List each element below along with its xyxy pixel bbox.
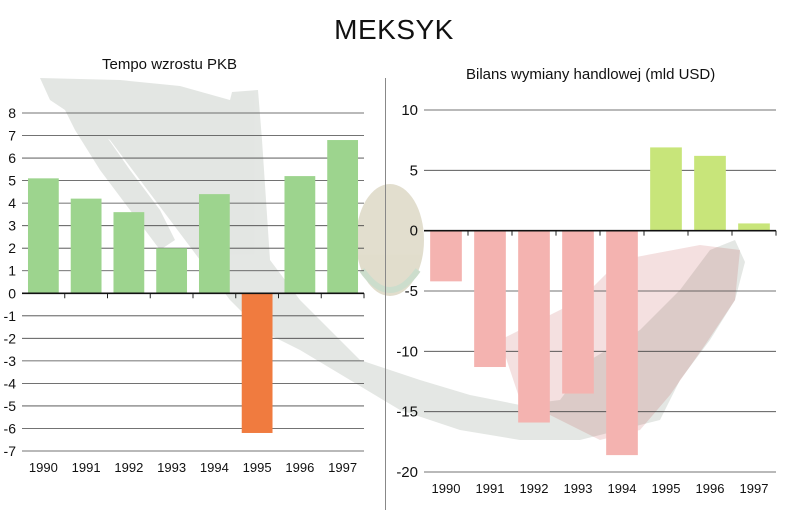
x-tick-label: 1997	[740, 481, 769, 496]
x-tick-label: 1996	[285, 460, 314, 475]
chart-divider	[385, 78, 386, 510]
y-tick-label: -5	[4, 398, 17, 414]
bar-1993	[156, 248, 188, 294]
bar-1992	[113, 212, 145, 294]
x-tick-label: 1991	[476, 481, 505, 496]
y-tick-label: 3	[8, 218, 16, 234]
y-tick-label: 1	[8, 263, 16, 279]
y-tick-label: -10	[396, 343, 418, 360]
y-tick-label: 5	[8, 173, 16, 189]
y-tick-label: 7	[8, 128, 16, 144]
y-tick-label: 0	[410, 223, 418, 240]
bar-1991	[474, 230, 506, 368]
y-tick-label: -4	[4, 375, 17, 391]
x-tick-label: 1992	[114, 460, 143, 475]
y-tick-label: 4	[8, 195, 16, 211]
x-tick-label: 1993	[157, 460, 186, 475]
right-chart-title: Bilans wymiany handlowej (mld USD)	[466, 66, 716, 83]
y-tick-label: -1	[4, 308, 17, 324]
page-title: MEKSYK	[334, 14, 454, 45]
x-tick-label: 1994	[608, 481, 637, 496]
x-tick-label: 1995	[652, 481, 681, 496]
y-tick-label: -6	[4, 420, 17, 436]
bar-1990	[430, 230, 462, 282]
bar-1994	[606, 230, 638, 456]
x-tick-label: 1994	[200, 460, 229, 475]
y-tick-label: 2	[8, 240, 16, 256]
y-tick-label: 5	[410, 162, 418, 179]
bar-1996	[284, 176, 316, 294]
bar-1997	[738, 223, 770, 231]
y-tick-label: -20	[396, 464, 418, 481]
y-tick-label: -2	[4, 330, 17, 346]
bar-1993	[562, 230, 594, 394]
bar-1991	[70, 198, 102, 294]
y-tick-label: 10	[401, 102, 418, 119]
x-tick-label: 1990	[432, 481, 461, 496]
y-tick-label: 6	[8, 150, 16, 166]
bar-1995	[650, 147, 682, 231]
x-tick-label: 1995	[243, 460, 272, 475]
bar-1995	[241, 293, 273, 433]
y-tick-label: 8	[8, 105, 16, 121]
y-tick-label: -5	[405, 283, 418, 300]
y-tick-label: -15	[396, 404, 418, 421]
coat-of-arms-icon	[356, 184, 424, 296]
bar-1990	[27, 178, 59, 294]
bar-1992	[518, 230, 550, 423]
x-tick-label: 1990	[29, 460, 58, 475]
x-tick-label: 1996	[696, 481, 725, 496]
left-chart-title: Tempo wzrostu PKB	[102, 56, 238, 73]
y-tick-label: -7	[4, 443, 17, 459]
x-tick-label: 1993	[564, 481, 593, 496]
bar-1994	[198, 194, 230, 294]
bar-1996	[694, 155, 726, 231]
y-tick-label: -3	[4, 353, 17, 369]
y-tick-label: 0	[8, 285, 16, 301]
x-tick-label: 1991	[72, 460, 101, 475]
x-tick-label: 1997	[328, 460, 357, 475]
bar-1997	[327, 140, 359, 294]
x-tick-label: 1992	[520, 481, 549, 496]
